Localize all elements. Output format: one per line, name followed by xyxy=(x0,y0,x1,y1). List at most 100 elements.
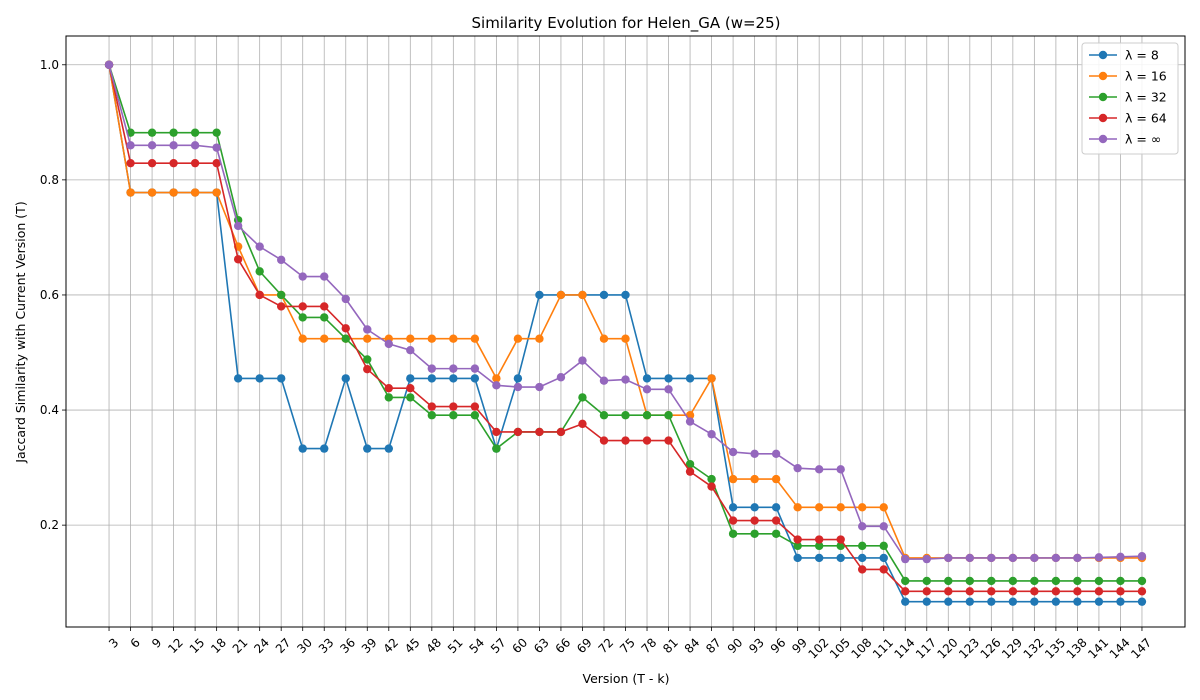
data-point xyxy=(1073,587,1082,596)
data-point xyxy=(341,334,350,343)
series-layer xyxy=(104,60,1147,606)
data-point xyxy=(492,374,501,383)
legend: λ = 8 λ = 16 λ = 32 λ = 64 λ = ∞ xyxy=(1081,42,1179,155)
x-tick-label: 6 xyxy=(128,635,143,650)
legend-entry: λ = 32 xyxy=(1089,90,1167,105)
data-point xyxy=(814,503,824,512)
data-point xyxy=(728,529,738,538)
data-point xyxy=(406,334,415,343)
data-point xyxy=(922,587,931,596)
data-point xyxy=(363,364,372,374)
legend-marker xyxy=(1098,50,1108,60)
x-tick-label: 21 xyxy=(230,635,251,656)
data-point xyxy=(320,334,329,343)
data-point xyxy=(363,355,372,364)
data-point xyxy=(233,221,243,231)
data-point xyxy=(944,587,953,596)
data-point xyxy=(1008,553,1018,563)
data-point xyxy=(363,334,372,343)
data-point xyxy=(836,503,845,512)
y-tick-label: 1.0 xyxy=(40,58,59,72)
data-point xyxy=(621,436,630,445)
data-point xyxy=(728,503,738,512)
data-point xyxy=(535,334,544,343)
data-point xyxy=(427,411,437,420)
data-point xyxy=(965,576,975,586)
data-point xyxy=(814,541,824,551)
legend-box xyxy=(1081,42,1179,155)
data-point xyxy=(1073,597,1082,606)
y-tick-label: 0.2 xyxy=(40,518,59,532)
data-point xyxy=(1051,553,1061,563)
data-point xyxy=(1073,576,1082,586)
data-point xyxy=(449,411,458,420)
data-point xyxy=(599,376,609,385)
series-4 xyxy=(104,60,1147,596)
x-tick-label: 138 xyxy=(1064,635,1090,661)
data-point xyxy=(1030,597,1039,606)
x-axis-ticks: 3 6 9 12 15 18 21 24 27 30 33 36 39 42 45 48 51 54 57 60 63 6… xyxy=(106,627,1154,662)
data-point xyxy=(750,529,759,538)
x-tick-label: 147 xyxy=(1128,635,1154,661)
data-point xyxy=(406,374,415,383)
chart-title: Similarity Evolution for Helen_GA (w=25) xyxy=(472,14,781,33)
data-point xyxy=(276,290,286,300)
legend-entry: λ = 16 xyxy=(1089,69,1167,84)
x-tick-label: 63 xyxy=(531,635,552,656)
data-point xyxy=(814,535,824,544)
data-point xyxy=(728,474,738,484)
y-axis-ticks: 0.2 0.4 0.6 0.8 1.0 xyxy=(40,58,66,532)
y-tick-label: 0.6 xyxy=(40,288,59,302)
x-tick-label: 135 xyxy=(1042,635,1068,661)
x-axis-label: Version (T - k) xyxy=(582,671,669,686)
legend-label: λ = 64 xyxy=(1125,111,1167,126)
data-point xyxy=(298,302,307,311)
data-point xyxy=(406,393,415,402)
x-tick-label: 45 xyxy=(402,635,423,656)
legend-label: λ = ∞ xyxy=(1125,132,1161,147)
data-point xyxy=(320,302,329,311)
data-point xyxy=(793,553,802,563)
data-point xyxy=(793,541,802,551)
data-point xyxy=(126,141,135,150)
data-point xyxy=(384,393,393,402)
data-point xyxy=(944,576,953,586)
data-point xyxy=(1030,553,1039,563)
data-point xyxy=(1030,576,1039,586)
data-point xyxy=(858,503,867,512)
data-point xyxy=(578,356,587,365)
data-point xyxy=(578,419,587,429)
x-tick-label: 72 xyxy=(596,635,617,656)
data-point xyxy=(1094,576,1104,586)
legend-marker xyxy=(1098,134,1108,144)
data-point xyxy=(750,516,759,525)
data-point xyxy=(384,383,393,393)
x-tick-label: 114 xyxy=(891,635,917,661)
x-tick-label: 75 xyxy=(617,635,638,656)
data-point xyxy=(858,541,867,551)
x-tick-label: 54 xyxy=(467,635,488,656)
data-point xyxy=(879,565,888,574)
data-point xyxy=(169,188,178,197)
x-tick-label: 123 xyxy=(956,635,982,661)
data-point xyxy=(793,535,802,544)
data-point xyxy=(901,554,910,564)
data-point xyxy=(621,411,630,420)
data-point xyxy=(664,374,673,383)
data-point xyxy=(535,382,544,392)
data-point xyxy=(685,459,695,469)
data-point xyxy=(922,597,931,606)
data-point xyxy=(320,272,329,281)
data-point xyxy=(621,334,630,343)
series-5 xyxy=(104,60,1147,564)
data-point xyxy=(535,290,544,300)
data-point xyxy=(793,463,802,473)
x-tick-label: 42 xyxy=(380,635,401,656)
data-point xyxy=(384,339,393,349)
data-point xyxy=(169,128,178,137)
data-point xyxy=(147,188,157,197)
data-point xyxy=(190,158,200,168)
data-point xyxy=(406,383,415,393)
data-point xyxy=(449,364,458,373)
data-point xyxy=(1051,597,1061,606)
